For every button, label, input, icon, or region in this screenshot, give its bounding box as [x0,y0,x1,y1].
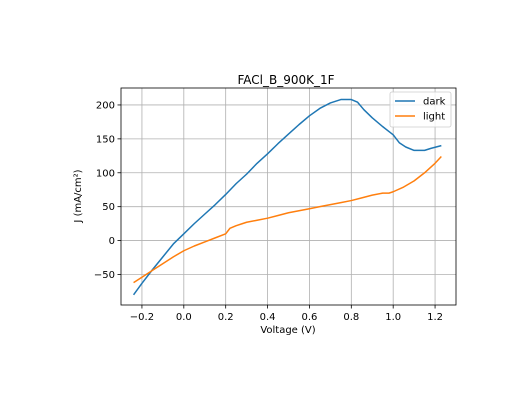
y-axis-label: J (mA/cm²) [73,169,84,223]
series-line-light [133,155,442,284]
x-tick-label: 1.2 [427,312,443,323]
y-tick-label: 100 [96,168,115,179]
y-tick-label: 0 [109,236,115,247]
series-layer [132,98,442,296]
y-tick-label: 50 [102,202,115,213]
x-tick-label: 0.6 [301,312,317,323]
y-tick-label: −50 [94,270,115,281]
x-tick-label: 0.4 [260,312,276,323]
legend: dark light [389,91,452,128]
plot-frame [120,87,457,306]
ticks: −0.2 0.0 0.2 0.4 0.6 0.8 1.0 1.2 −50 0 50 100 150 200 [94,100,443,323]
x-tick-label: 0.2 [218,312,234,323]
x-axis-label: Voltage (V) [260,325,315,336]
y-tick-label: 150 [96,134,115,145]
y-tick-label: 200 [96,100,115,111]
x-tick-label: 0.0 [176,312,192,323]
x-tick-label: −0.2 [130,312,154,323]
chart-title: FACl_B_900K_1F [237,73,334,87]
series-line-dark [132,98,442,296]
x-tick-label: 1.0 [385,312,401,323]
legend-label-dark: dark [423,97,446,108]
legend-label-light: light [423,112,445,123]
x-tick-label: 0.8 [343,312,359,323]
